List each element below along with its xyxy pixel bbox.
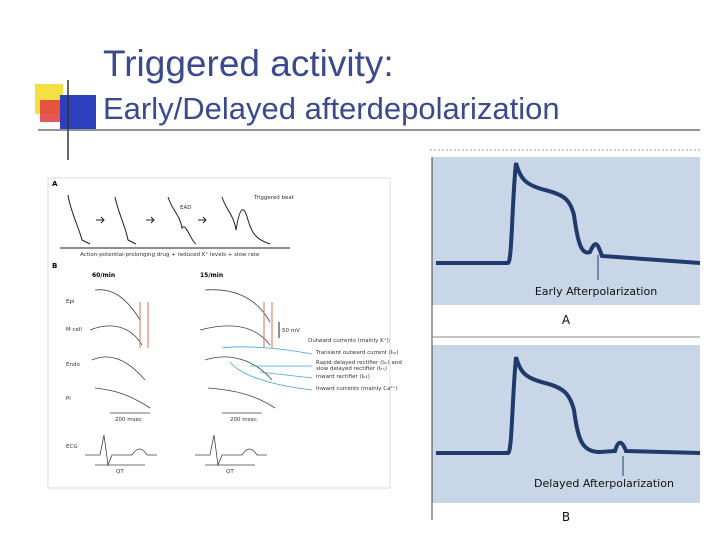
rate-label: 15/min — [200, 272, 223, 279]
panel-bg — [432, 157, 700, 305]
row-label: Pi — [66, 396, 71, 402]
current-label: Rapid delayed rectifier (Iₖᵣ) and — [316, 360, 402, 366]
panel-label: A — [52, 180, 58, 188]
cell-traces — [85, 289, 276, 467]
row-label: M cell — [66, 327, 82, 333]
current-arrows — [221, 346, 313, 391]
rate-label: 60/min — [92, 272, 115, 279]
marker-lines — [139, 302, 273, 348]
ms-label: 200 msec — [230, 417, 257, 423]
dad-trace — [436, 356, 701, 455]
ms-label: 200 msec — [115, 417, 142, 423]
ead-trace — [436, 162, 701, 265]
row-label: Epi — [66, 299, 75, 305]
panel-label: B — [52, 262, 57, 270]
panel-caption: Early Afterpolarization — [535, 285, 657, 298]
left-figure — [47, 177, 391, 489]
title: Triggered activity: — [103, 43, 394, 84]
current-label: slow delayed rectifier (Iₖₛ) — [316, 366, 387, 372]
panel-label: B — [562, 510, 570, 524]
panel-label: A — [562, 313, 571, 327]
ap-traces — [60, 194, 290, 249]
triggered-label: Triggered beat — [253, 195, 295, 201]
row-label: ECG — [66, 444, 78, 450]
current-label: Transient outward current (Iₜₒ) — [315, 350, 399, 356]
current-label: Inward currents (mainly Ca²⁺) — [316, 385, 398, 392]
qt-label: QT — [116, 469, 124, 475]
deco-red — [40, 100, 64, 122]
panel-bg — [432, 345, 700, 503]
deco-blue — [60, 95, 96, 129]
caption: Action-potential-prolonging drug + reduc… — [80, 251, 260, 258]
row-label: Endo — [66, 362, 80, 368]
current-label: Outward currents (mainly K⁺): — [308, 337, 391, 344]
subtitle: Early/Delayed afterdepolarization — [103, 91, 560, 126]
current-label: Inward rectifier (Iₖ₁) — [316, 374, 370, 380]
panel-caption: Delayed Afterpolarization — [534, 477, 674, 490]
ead-label: EAD — [180, 205, 191, 211]
qt-label: QT — [226, 469, 234, 475]
mv-label: 50 mV — [282, 328, 300, 334]
